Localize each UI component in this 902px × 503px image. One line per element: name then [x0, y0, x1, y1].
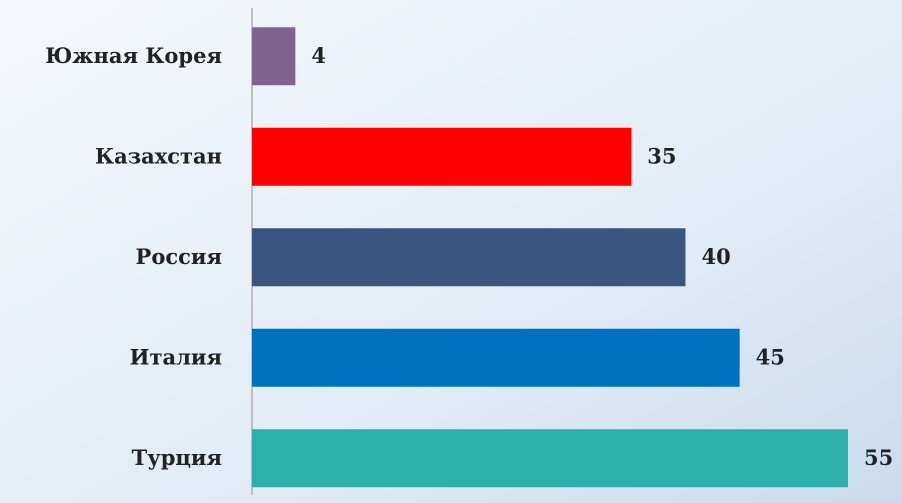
value-label: 35 — [647, 143, 676, 168]
category-label: Россия — [136, 244, 222, 269]
bar — [252, 27, 296, 86]
category-label: Казахстан — [95, 143, 222, 168]
value-label: 45 — [756, 344, 785, 369]
category-label: Италия — [130, 344, 222, 369]
value-label: 55 — [864, 445, 893, 470]
category-label: Турция — [132, 445, 222, 470]
bar — [252, 127, 632, 186]
value-label: 4 — [311, 43, 326, 68]
value-label: 40 — [701, 244, 730, 269]
bar — [252, 228, 686, 287]
bar — [252, 429, 848, 488]
category-label: Южная Корея — [45, 43, 222, 68]
bar — [252, 328, 740, 387]
